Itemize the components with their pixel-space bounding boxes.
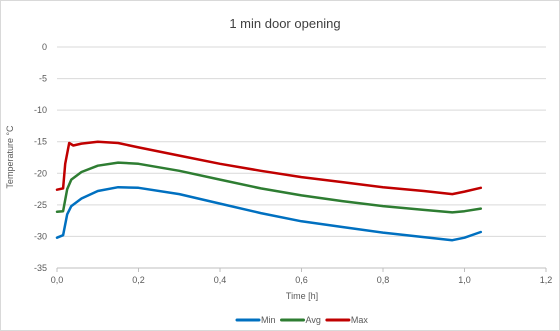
legend-label-min: Min [261, 315, 276, 325]
series-line-min [55, 185, 483, 242]
y-axis-label: Temperature °C [5, 125, 15, 189]
y-tick-label: -25 [34, 200, 47, 210]
y-tick-label: -35 [34, 263, 47, 273]
chart-title: 1 min door opening [229, 16, 340, 31]
x-tick-label: 1,0 [458, 275, 471, 285]
y-tick-label: -30 [34, 231, 47, 241]
series-lines [55, 140, 483, 242]
x-tick-label: 0,6 [295, 275, 308, 285]
x-tick-label: 1,2 [540, 275, 553, 285]
y-tick-label: -10 [34, 105, 47, 115]
y-tick-label: 0 [42, 42, 47, 52]
series-line-max [55, 140, 483, 196]
x-tick-labels: 0,0 0,2 0,4 0,6 0,8 1,0 1,2 [51, 275, 553, 285]
grid [56, 46, 547, 272]
y-tick-label: -5 [39, 74, 47, 84]
x-tick-label: 0,2 [132, 275, 145, 285]
legend-label-avg: Avg [306, 315, 321, 325]
x-tick-label: 0,8 [377, 275, 390, 285]
legend: Min Avg Max [235, 315, 369, 325]
y-tick-label: -15 [34, 137, 47, 147]
x-axis-label: Time [h] [286, 291, 318, 301]
x-tick-label: 0,0 [51, 275, 64, 285]
x-tick-label: 0,4 [214, 275, 227, 285]
y-tick-label: -20 [34, 168, 47, 178]
y-tick-labels: 0 -5 -10 -15 -20 -25 -30 -35 [34, 42, 47, 273]
series-line-avg [55, 161, 483, 214]
legend-label-max: Max [351, 315, 369, 325]
